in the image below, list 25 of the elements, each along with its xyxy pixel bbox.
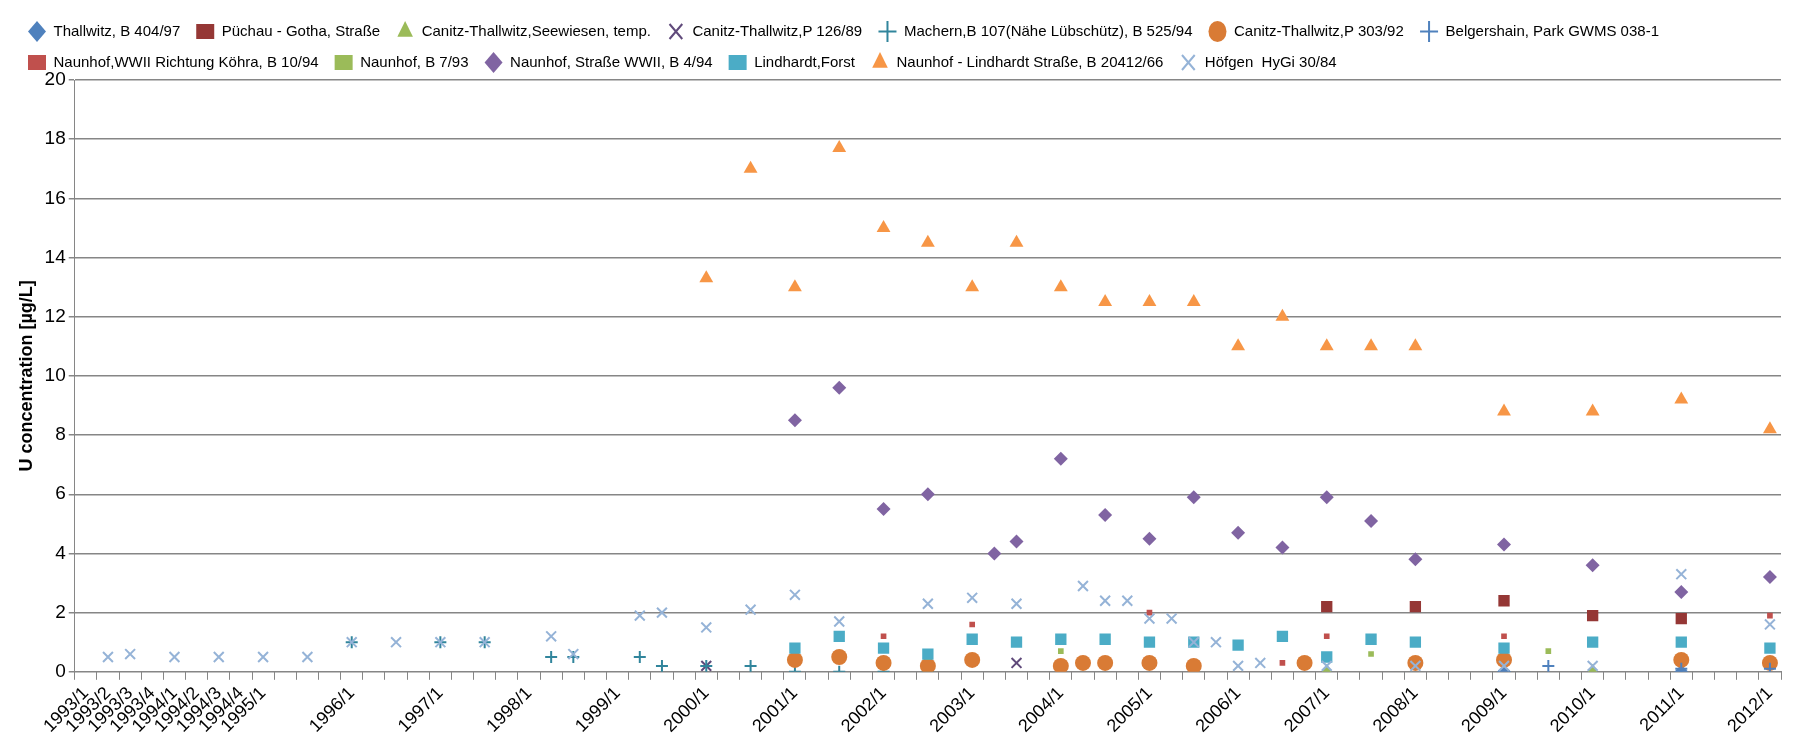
y-axis-title: U concentration [µg/L] [15,280,36,472]
y-tick-label: 10 [44,364,66,386]
y-tick-label: 6 [55,482,66,504]
legend-label: Canitz-Thallwitz,P 303/92 [1233,21,1404,39]
y-tick-label: 16 [44,186,66,208]
legend-label: Machern,B 107(Nähe Lübschütz), B 525/94 [903,21,1193,39]
y-tick-label: 2 [55,600,66,622]
y-tick-label: 14 [44,245,67,267]
legend-label: Lindhardt,Forst [754,52,856,70]
y-tick-label: 4 [55,541,67,563]
y-tick-label: 0 [55,660,66,682]
legend-label: Canitz-Thallwitz,Seewiesen, temp. [421,21,651,39]
legend-label: Naunhof, B 7/93 [360,52,469,70]
legend-label: Naunhof,WWII Richtung Köhra, B 10/94 [53,52,319,70]
y-tick-label: 12 [44,304,66,326]
legend-label: Belgershain, Park GWMS 038-1 [1445,21,1659,39]
legend-label: Naunhof, Straße WWII, B 4/94 [510,52,713,70]
legend-label: Canitz-Thallwitz,P 126/89 [692,21,863,39]
legend-label: Püchau - Gotha, Straße [221,21,381,39]
y-tick-label: 20 [44,68,66,90]
legend-label: Thallwitz, B 404/97 [53,21,181,39]
legend-label: Höfgen HyGi 30/84 [1204,52,1337,70]
y-tick-label: 8 [55,423,66,445]
legend-label: Naunhof - Lindhardt Straße, B 20412/66 [896,52,1164,70]
y-tick-label: 18 [44,127,66,149]
